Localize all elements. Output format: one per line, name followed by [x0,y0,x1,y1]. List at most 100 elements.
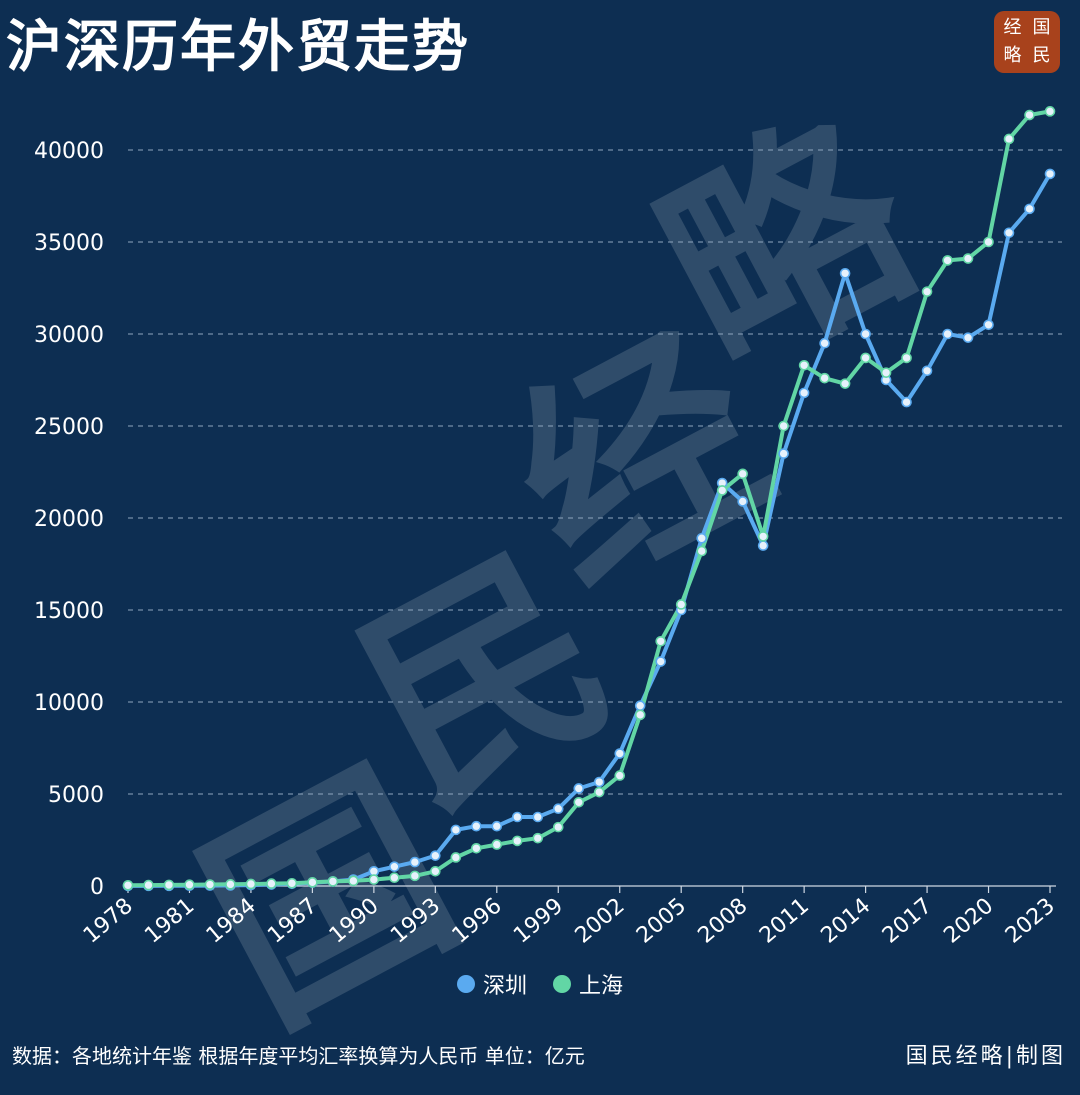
data-point-shanghai [225,879,236,890]
data-point-shenzhen [491,820,503,832]
data-point-shenzhen [573,783,585,794]
data-point-shanghai [942,255,953,266]
data-point-shanghai [593,786,605,798]
logo-char: 民 [1032,45,1051,66]
logo-char: 经 [1003,17,1022,38]
x-tick-label: 1999 [509,893,568,948]
data-point-shenzhen [655,656,667,667]
series-layer [122,106,1056,892]
data-point-shanghai [880,367,892,378]
data-point-shanghai [245,878,257,890]
data-point-shanghai [286,877,298,889]
data-point-shanghai [634,709,646,721]
data-point-shenzhen [942,328,953,340]
data-source-note: 数据：各地统计年鉴 根据年度平均汇率换算为人民币 单位：亿元 [12,1044,585,1068]
data-point-shanghai [798,359,810,371]
legend-item-shanghai[interactable]: 上海 [553,968,623,1000]
data-point-shanghai [409,870,421,882]
x-tick-label: 2011 [755,893,814,948]
data-point-shenzhen [430,850,441,861]
legend-marker-shanghai [553,975,571,993]
data-point-shanghai [839,378,851,389]
data-point-shenzhen [819,337,830,349]
y-tick-label: 10000 [34,691,104,716]
data-point-shanghai [307,877,318,888]
credit-label: 国民经略|制图 [905,1044,1066,1069]
data-point-shanghai [983,236,994,248]
data-point-shenzhen [921,365,933,377]
data-point-shanghai [163,879,175,891]
logo-char: 国 [1032,17,1051,38]
y-tick-label: 25000 [34,415,104,440]
data-point-shenzhen [1044,168,1056,180]
data-point-shenzhen [757,540,769,551]
x-tick-label: 2023 [1001,893,1060,948]
data-point-shenzhen [737,496,748,507]
data-point-shenzhen [962,332,974,343]
logo-char: 略 [1003,45,1022,66]
data-point-shanghai [266,878,277,889]
y-tick-label: 5000 [48,783,104,808]
data-point-shanghai [655,635,667,647]
data-point-shanghai [614,770,626,781]
data-point-shanghai [430,865,441,877]
data-point-shenzhen [532,811,544,823]
legend-item-shenzhen[interactable]: 深圳 [456,968,527,1000]
data-point-shenzhen [778,448,789,459]
data-point-shanghai [511,835,523,847]
data-point-shanghai [491,839,503,850]
x-tick-label: 1978 [79,893,138,948]
legend-label: 上海 [579,974,624,999]
x-tick-label: 2002 [571,893,630,948]
data-point-shanghai [389,872,400,884]
legend: 深圳 上海 [0,968,1080,1000]
axis-layer: 0 5000 10000 15000 20000 25000 30000 35000 40000… [34,139,1060,949]
data-point-shenzhen [634,700,646,711]
data-point-shanghai [471,842,482,854]
legend-label: 深圳 [482,974,527,999]
series-line-shanghai [126,109,1052,888]
data-point-shanghai [921,286,933,297]
data-point-shenzhen [593,776,605,788]
data-point-shanghai [122,879,134,891]
x-tick-label: 2008 [694,893,753,948]
data-point-shanghai [860,352,871,364]
data-point-shenzhen [1024,203,1035,215]
data-point-shanghai [327,876,339,887]
data-point-shanghai [819,372,830,384]
series-line-shenzhen [126,171,1052,888]
data-point-shanghai [184,879,195,891]
data-point-shenzhen [614,748,626,759]
x-tick-label: 1987 [263,893,322,948]
data-point-shanghai [450,852,462,863]
data-point-shanghai [901,352,912,364]
data-point-shanghai [962,253,974,264]
x-tick-label: 2005 [632,893,691,948]
data-point-shanghai [348,875,359,887]
y-tick-label: 35000 [34,231,104,256]
x-tick-label: 2014 [816,893,875,948]
data-point-shanghai [573,796,585,808]
data-point-shenzhen [450,824,462,836]
data-point-shenzhen [798,387,810,399]
data-point-shenzhen [471,820,482,832]
legend-marker-shenzhen [456,975,475,993]
y-tick-label: 20000 [34,507,104,532]
x-tick-label: 2017 [878,893,937,948]
data-point-shanghai [552,821,564,833]
data-point-shenzhen [901,396,912,408]
data-point-shenzhen [860,328,871,340]
data-point-shanghai [778,420,789,432]
grid-layer [128,149,1062,795]
data-point-shanghai [1024,109,1035,121]
y-tick-label: 15000 [34,599,104,624]
data-point-shenzhen [983,319,994,331]
data-point-shenzhen [552,803,564,815]
page-title: 沪深历年外贸走势 [6,15,470,80]
data-point-shenzhen [1003,227,1015,239]
y-tick-label: 30000 [34,323,104,348]
x-tick-label: 1984 [202,893,261,948]
data-point-shanghai [143,879,154,891]
data-point-shanghai [757,531,769,542]
